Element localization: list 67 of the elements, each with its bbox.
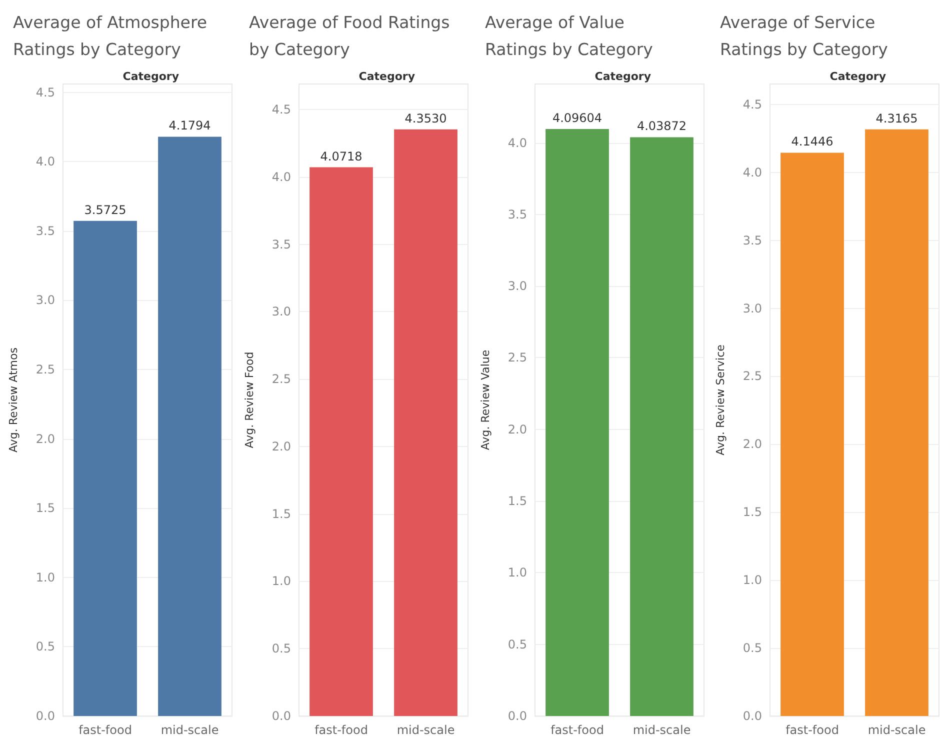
y-tick-label: 3.0 — [272, 304, 291, 319]
y-axis-title: Avg. Review Atmos — [7, 347, 20, 452]
y-tick-label: 0.5 — [507, 637, 526, 652]
y-tick-label: 4.0 — [507, 136, 526, 150]
x-tick-label: mid-scale — [632, 723, 690, 737]
chart-title: Average of Atmosphere Ratings by Category — [13, 13, 208, 59]
y-tick-label: 1.0 — [272, 574, 291, 588]
data-label: 4.3530 — [404, 111, 446, 126]
y-tick-label: 2.0 — [743, 437, 762, 452]
y-tick-label: 0.0 — [743, 709, 762, 723]
x-axis-title: Category — [358, 70, 415, 83]
data-label: 4.1794 — [168, 118, 211, 133]
data-label: 4.3165 — [876, 111, 918, 126]
y-axis-title: Avg. Review Food — [242, 352, 256, 448]
y-tick-label: 2.5 — [36, 362, 55, 377]
y-tick-label: 1.0 — [507, 566, 526, 580]
data-label: 4.1446 — [792, 134, 834, 149]
y-tick-label: 1.5 — [743, 505, 762, 520]
y-tick-label: 0.0 — [507, 709, 526, 723]
x-tick-label: fast-food — [314, 723, 368, 737]
y-tick-label: 1.0 — [743, 573, 762, 588]
y-tick-label: 4.0 — [743, 165, 762, 180]
y-tick-label: 1.5 — [507, 494, 526, 508]
y-tick-label: 0.0 — [272, 709, 291, 723]
x-tick-label: fast-food — [786, 723, 840, 737]
data-label: 4.03872 — [636, 119, 686, 134]
y-tick-label: 1.0 — [36, 570, 55, 584]
y-tick-label: 3.0 — [743, 301, 762, 316]
y-tick-label: 2.5 — [507, 350, 526, 365]
y-tick-label: 2.5 — [743, 369, 762, 384]
y-tick-label: 4.0 — [36, 154, 55, 169]
chart-title: Average of Value Ratings by Category — [484, 13, 653, 59]
y-tick-label: 3.5 — [507, 207, 526, 222]
y-tick-label: 3.0 — [36, 293, 55, 308]
data-label: 4.09604 — [552, 110, 602, 125]
x-tick-label: mid-scale — [160, 723, 219, 737]
y-tick-label: 3.5 — [272, 237, 291, 252]
x-tick-label: mid-scale — [868, 723, 926, 737]
y-axis-title: Avg. Review Service — [714, 344, 728, 456]
data-label: 3.5725 — [84, 202, 126, 217]
y-tick-label: 0.0 — [36, 709, 55, 723]
x-tick-label: fast-food — [550, 723, 604, 737]
x-axis-title: Category — [122, 70, 179, 83]
y-tick-label: 0.5 — [36, 640, 55, 654]
y-axis-title: Avg. Review Value — [478, 350, 492, 450]
y-tick-label: 4.0 — [272, 170, 291, 184]
y-tick-label: 4.5 — [36, 85, 55, 100]
y-tick-label: 2.0 — [272, 439, 291, 454]
x-axis-title: Category — [830, 70, 886, 83]
y-tick-label: 3.0 — [507, 279, 526, 294]
y-tick-label: 0.5 — [743, 641, 762, 656]
x-axis-title: Category — [594, 70, 650, 83]
y-tick-label: 0.5 — [272, 642, 291, 656]
chart-title: Average of Service Ratings by Category — [720, 13, 888, 59]
y-tick-label: 3.5 — [36, 224, 55, 238]
x-tick-label: fast-food — [78, 723, 132, 737]
x-tick-label: mid-scale — [396, 723, 454, 737]
y-tick-label: 1.5 — [36, 501, 55, 516]
y-tick-label: 3.5 — [743, 233, 762, 248]
y-tick-label: 2.5 — [272, 372, 291, 386]
y-tick-label: 2.0 — [36, 432, 55, 446]
y-tick-label: 4.5 — [272, 102, 291, 117]
chart-title: Average of Food Ratings by Category — [248, 13, 450, 59]
y-tick-label: 2.0 — [507, 422, 526, 436]
data-label: 4.0718 — [320, 149, 362, 164]
y-tick-label: 4.5 — [743, 97, 762, 112]
y-tick-label: 1.5 — [272, 506, 291, 521]
